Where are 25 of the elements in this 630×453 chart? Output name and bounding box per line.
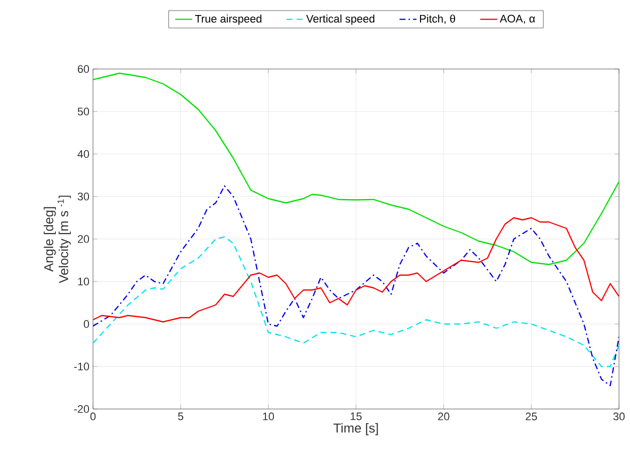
- y-tick-label: 20: [78, 235, 90, 243]
- x-tick-label: 5: [178, 412, 184, 420]
- y-tick-label: 10: [78, 278, 90, 286]
- y-tick-label: -10: [74, 362, 90, 370]
- y-tick-label: 40: [78, 150, 90, 158]
- x-tick-label: 25: [526, 412, 537, 420]
- legend-label: Pitch, θ: [420, 14, 456, 24]
- legend-label: Vertical speed: [306, 14, 374, 25]
- legend-label: AOA, α: [500, 14, 536, 24]
- x-axis-title: Time [s]: [334, 423, 378, 436]
- x-tick-label: 10: [263, 412, 274, 420]
- x-tick-label: 20: [438, 412, 450, 420]
- line-series: [93, 236, 620, 368]
- y-tick-label: 0: [84, 320, 90, 328]
- y-tick-label: 50: [78, 108, 90, 116]
- line-series: [93, 185, 620, 386]
- x-tick-label: 15: [350, 412, 362, 420]
- y-tick-label: 30: [78, 192, 90, 200]
- line-series: [93, 217, 620, 322]
- x-tick-label: 30: [613, 412, 625, 420]
- y-tick-label: -20: [74, 405, 90, 413]
- x-tick-label: 0: [90, 412, 96, 420]
- legend-label: True airspeed: [195, 14, 262, 25]
- y-axis-title: Angle [deg] Velocity [m s $^{-1}$]: [44, 196, 71, 284]
- y-tick-label: 60: [78, 65, 90, 73]
